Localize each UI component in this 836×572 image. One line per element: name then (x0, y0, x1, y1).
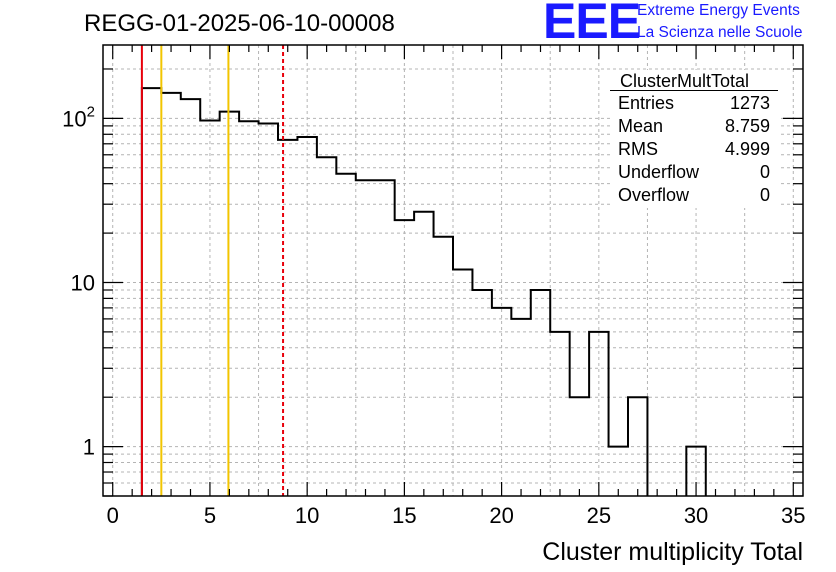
plot-frame (102, 44, 804, 497)
eee-logo-mark: EEE (543, 0, 641, 49)
x-tick-label: 15 (392, 503, 416, 528)
x-tick-label: 35 (781, 503, 805, 528)
eee-logo-line1: Extreme Energy Events (637, 2, 800, 19)
y-tick-label: 1 (83, 435, 95, 460)
eee-logo-line2: La Scienza nelle Scuole (637, 24, 803, 41)
stats-label: Mean (618, 116, 664, 136)
stats-value: 8.759 (724, 116, 770, 136)
stats-label: Overflow (618, 185, 690, 205)
x-tick-label: 25 (587, 503, 611, 528)
y-tick-label: 102 (62, 103, 95, 131)
stats-title-underline (610, 90, 778, 92)
stats-label: RMS (618, 139, 658, 159)
x-tick-label: 5 (204, 503, 216, 528)
y-tick-label: 10 (71, 270, 95, 295)
stats-label: Entries (618, 93, 675, 113)
x-tick-label: 0 (107, 503, 119, 528)
x-tick-label: 20 (489, 503, 513, 528)
stats-value: 4.999 (724, 139, 770, 159)
x-axis-title: Cluster multiplicity Total (542, 538, 803, 566)
stats-value: 0 (759, 162, 770, 182)
eee-logo: EEE Extreme Energy Events La Scienza nel… (543, 0, 833, 49)
stats-box: ClusterMultTotal Entries 1273 Mean 8.759… (610, 70, 778, 208)
stats-value: 1273 (729, 93, 770, 113)
x-tick-label: 30 (684, 503, 708, 528)
stats-value: 0 (759, 185, 770, 205)
histogram-outline (140, 87, 707, 496)
stats-label: Underflow (618, 162, 700, 182)
stats-title: ClusterMultTotal (620, 71, 750, 91)
run-title: REGG-01-2025-06-10-00008 (84, 10, 395, 37)
x-tick-label: 10 (295, 503, 319, 528)
